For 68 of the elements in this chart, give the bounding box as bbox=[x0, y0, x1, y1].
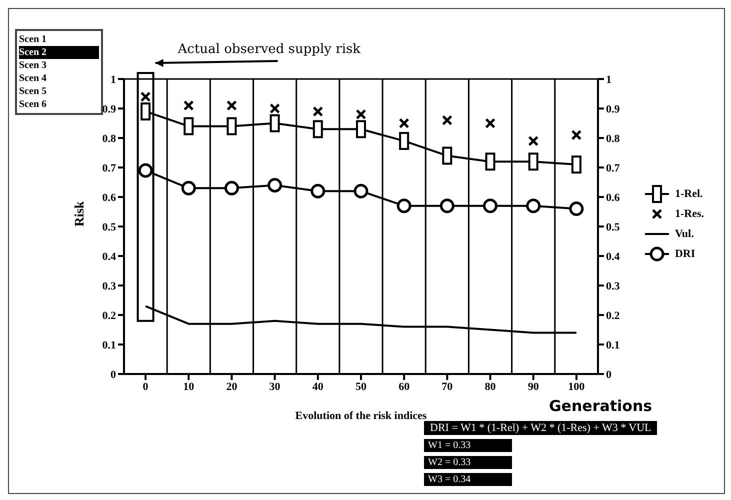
y2-tick-label: 0 bbox=[606, 368, 612, 381]
legend-label: DRI bbox=[674, 248, 696, 260]
point bbox=[354, 184, 368, 198]
y2-tick-label: 0.8 bbox=[606, 132, 620, 145]
point bbox=[226, 100, 237, 111]
x-tick-label: 70 bbox=[442, 380, 454, 393]
legend-label: 1-Rel. bbox=[674, 188, 703, 200]
y-tick-label: 0.1 bbox=[102, 339, 116, 352]
point bbox=[224, 180, 239, 196]
y2-tick-label: 0.3 bbox=[606, 280, 620, 292]
point bbox=[485, 118, 496, 128]
y-tick-label: 0.2 bbox=[102, 310, 116, 322]
y-tick-label: 0.8 bbox=[102, 132, 116, 145]
y2-tick-label: 0.9 bbox=[606, 103, 620, 116]
legend-label: 1-Res. bbox=[674, 208, 704, 220]
y-tick-label: 0.9 bbox=[102, 103, 116, 116]
text: DRI = W1 * (1-Rel) + W2 * (1-Res) + W3 * VUL bbox=[424, 421, 658, 435]
y-tick-label: 0.3 bbox=[102, 280, 116, 292]
point bbox=[268, 178, 282, 192]
y-tick-label: 0 bbox=[110, 368, 116, 381]
y-tick-label: 0.4 bbox=[102, 250, 116, 263]
point bbox=[528, 136, 539, 146]
x-tick-label: 20 bbox=[226, 380, 238, 393]
y-tick-label: 1 bbox=[110, 74, 116, 86]
point bbox=[140, 91, 151, 102]
x-tick-label: 50 bbox=[355, 380, 367, 393]
text: W2 = 0.33 bbox=[424, 456, 512, 469]
x-tick-label: 30 bbox=[269, 380, 281, 393]
point bbox=[442, 115, 452, 126]
y-tick-label: 0.7 bbox=[102, 162, 116, 174]
x-tick-label: 60 bbox=[398, 380, 410, 393]
text: Actual observed supply risk bbox=[176, 42, 361, 57]
y2-tick-label: 0.5 bbox=[606, 221, 620, 234]
y2-tick-label: 0.2 bbox=[606, 310, 620, 322]
y-axis-title: Risk bbox=[72, 200, 87, 226]
y2-tick-label: 0.7 bbox=[606, 162, 620, 174]
scenario-list: Scen 1 Scen 2 Scen 3 Scen 4 Scen 5 Scen 6 bbox=[15, 29, 103, 115]
point bbox=[440, 198, 454, 214]
text: W1 = 0.33 bbox=[424, 439, 512, 452]
y-tick-label: 0.5 bbox=[102, 221, 116, 234]
x-tick-label: 0 bbox=[142, 380, 149, 393]
x-tick-label: 10 bbox=[183, 380, 195, 393]
y-tick-label: 0.6 bbox=[102, 192, 116, 204]
text: W3 = 0.34 bbox=[424, 473, 512, 486]
point bbox=[310, 184, 326, 198]
point bbox=[183, 100, 194, 111]
x-tick-label: 40 bbox=[312, 380, 324, 393]
y2-tick-label: 0.4 bbox=[606, 250, 620, 263]
x-tick-label: 90 bbox=[528, 380, 540, 393]
point bbox=[138, 163, 153, 178]
point bbox=[483, 198, 498, 214]
x-axis-title: Evolution of the risk indices bbox=[295, 410, 428, 422]
text: Generations bbox=[549, 397, 652, 415]
point bbox=[569, 202, 584, 216]
point bbox=[396, 198, 412, 214]
point bbox=[181, 180, 196, 196]
point bbox=[356, 109, 366, 120]
point bbox=[526, 198, 541, 214]
point bbox=[398, 118, 410, 128]
y2-tick-label: 1 bbox=[606, 74, 612, 86]
point bbox=[571, 130, 582, 140]
x-tick-label: 100 bbox=[568, 380, 586, 393]
y2-tick-label: 0.6 bbox=[606, 192, 620, 204]
point bbox=[312, 106, 324, 117]
point bbox=[270, 103, 280, 114]
y2-tick-label: 0.1 bbox=[606, 339, 620, 352]
legend-label: Vul. bbox=[674, 228, 694, 240]
x-tick-label: 80 bbox=[484, 380, 496, 393]
